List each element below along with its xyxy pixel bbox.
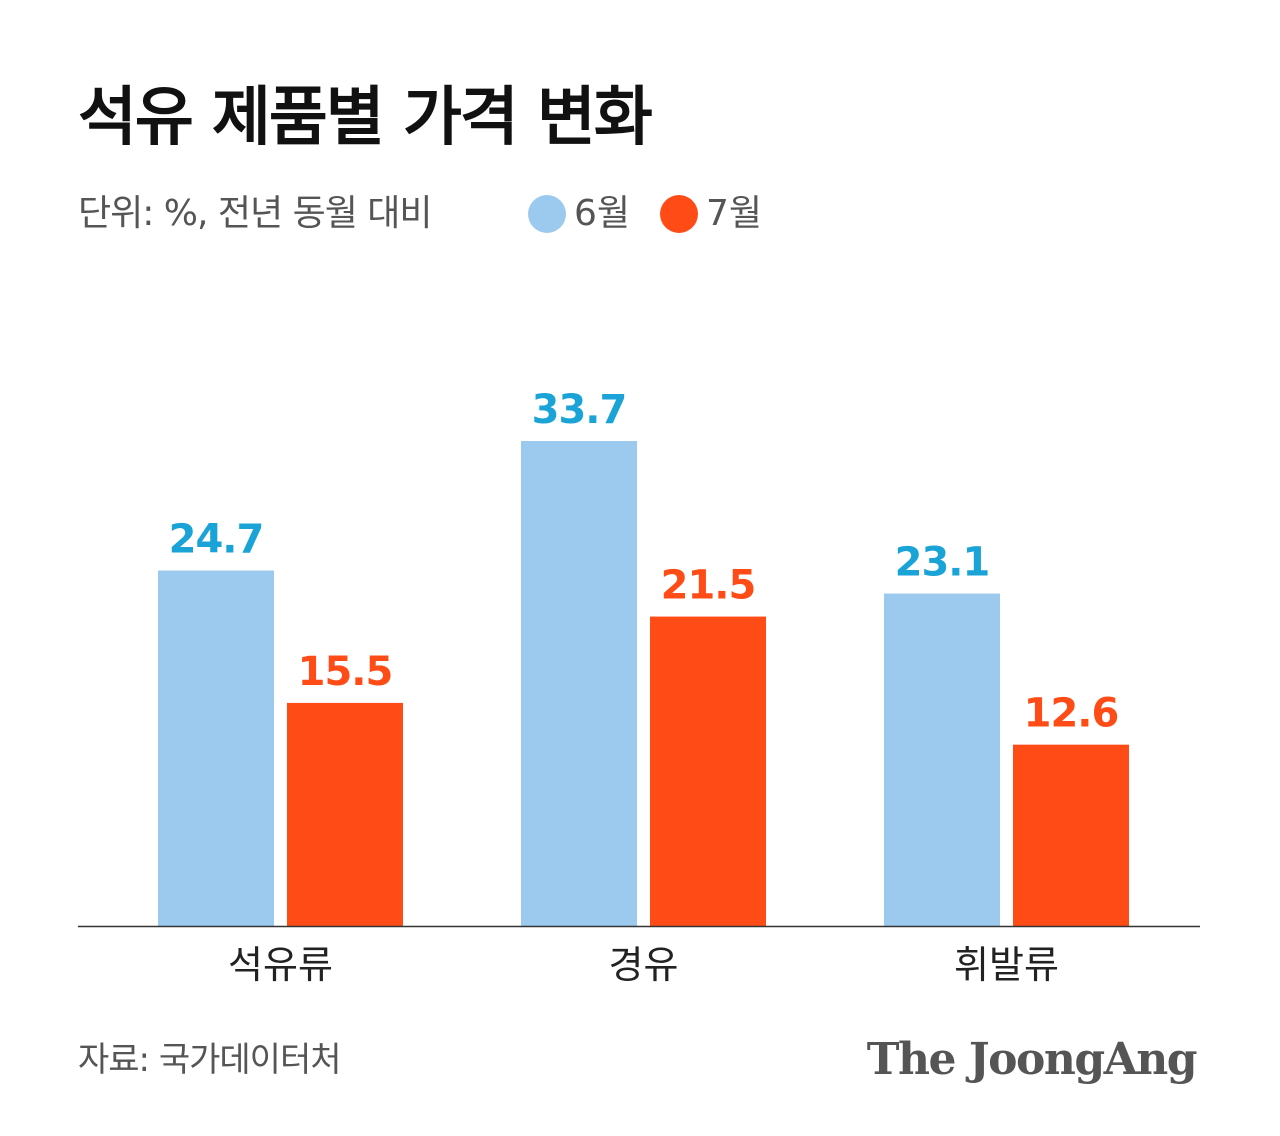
legend-swatch-june bbox=[528, 195, 566, 233]
chart-title: 석유 제품별 가격 변화 bbox=[78, 81, 653, 155]
value-label-july-1: 21.5 bbox=[661, 563, 756, 609]
value-label-july-2: 12.6 bbox=[1024, 691, 1119, 737]
bar-june-1 bbox=[521, 441, 637, 926]
legend-item-june: 6월 bbox=[528, 190, 630, 238]
bar-july-1 bbox=[650, 616, 766, 926]
legend: 6월 7월 bbox=[528, 190, 762, 238]
legend-swatch-july bbox=[660, 195, 699, 233]
legend-item-july: 7월 bbox=[660, 190, 762, 238]
value-label-july-0: 15.5 bbox=[298, 649, 393, 695]
value-label-june-1: 33.7 bbox=[532, 387, 627, 433]
bar-july-2 bbox=[1013, 744, 1129, 926]
unit-note: 단위: %, 전년 동월 대비 bbox=[78, 193, 433, 234]
category-label-0: 석유류 bbox=[228, 943, 333, 987]
source-note: 자료: 국가데이터처 bbox=[78, 1040, 342, 1080]
category-label-2: 휘발류 bbox=[954, 943, 1059, 987]
legend-label-june: 6월 bbox=[574, 193, 631, 234]
category-label-1: 경유 bbox=[609, 943, 679, 987]
bar-june-2 bbox=[884, 593, 1000, 926]
bar-july-0 bbox=[287, 702, 403, 926]
publisher-logo: The JoongAng bbox=[866, 1034, 1198, 1085]
value-label-june-2: 23.1 bbox=[895, 540, 990, 586]
value-label-june-0: 24.7 bbox=[169, 517, 264, 563]
legend-label-july: 7월 bbox=[706, 193, 763, 234]
bar-june-0 bbox=[158, 570, 274, 926]
